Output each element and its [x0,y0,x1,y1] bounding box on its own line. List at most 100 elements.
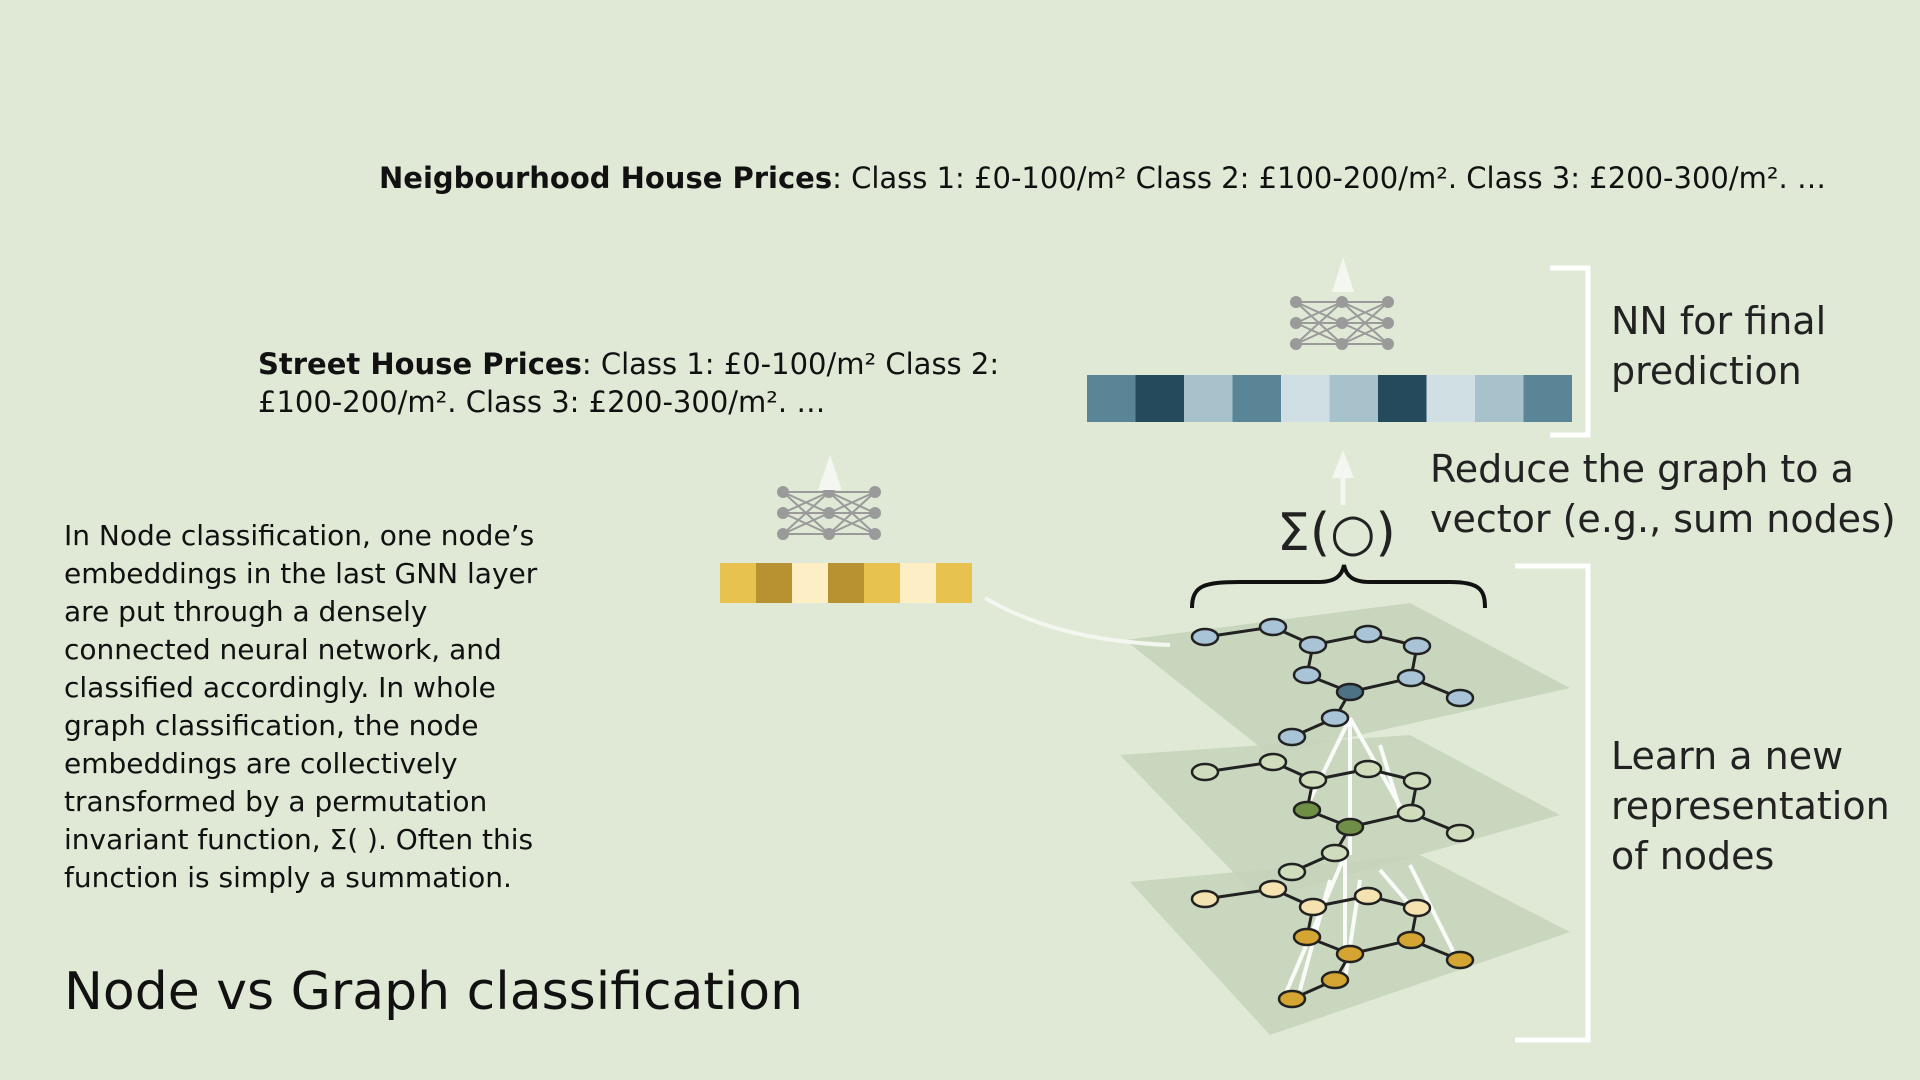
nn-neuron [823,528,835,540]
graph-embedding-cell [1378,375,1427,422]
nn-connection [1341,322,1389,345]
nn-connection [1341,301,1389,345]
nn-neuron [869,507,881,519]
nn-connection [828,512,876,535]
top-layer-node [1402,636,1432,656]
learn-representation-bracket [1515,563,1591,1043]
slide-title: Node vs Graph classification [64,962,804,1022]
nn-neuron [777,486,789,498]
bottom-layer-node [1353,886,1383,906]
node-embedding-cell [720,563,756,603]
reduce-graph-label: Reduce the graph to a vector (e.g., sum … [1430,447,1896,541]
neighbourhood-prices-text: Neigbourhood House Prices: Class 1: £0-1… [379,161,1826,195]
top-layer-node [1396,668,1426,688]
description-paragraph: In Node classification, one node’s embed… [64,519,538,894]
nn-neuron [1382,317,1394,329]
top-layer-node [1292,665,1322,685]
nn-neuron [823,507,835,519]
bottom-layer-node [1320,970,1350,990]
nn-connection [1295,301,1343,324]
node-classifier-nn-icon [777,486,881,540]
sum-brace [1190,564,1487,609]
nn-connection [782,512,830,535]
middle-layer-node [1320,843,1350,863]
nn-connection [828,491,876,514]
street-prices-heading: Street House Prices [258,347,582,381]
bottom-layer-node [1258,879,1288,899]
nn-neuron [1336,338,1348,350]
graph-classifier-nn-icon [1290,296,1394,350]
middle-layer-node [1445,823,1475,843]
node-embedding-cell [900,563,936,603]
learn-representation-label: Learn a new representation of nodes [1611,734,1890,878]
nn-connection [1341,301,1389,324]
nn-neuron [869,486,881,498]
nn-neuron [1336,317,1348,329]
sum-up-arrow [1332,450,1354,505]
nn-final-bracket [1550,265,1591,438]
neighbourhood-prices-heading: Neigbourhood House Prices [379,161,833,195]
street-prices-classes-line2: £100-200/m². Class 3: £200-300/m². … [258,385,826,419]
top-layer-node [1320,708,1350,728]
middle-layer-node [1402,771,1432,791]
graph-embedding-cell [1475,375,1524,422]
nn-connection [782,491,830,535]
bottom-layer-node [1190,889,1220,909]
neighbourhood-prices-classes: : Class 1: £0-100/m² Class 2: £100-200/m… [832,161,1826,195]
top-layer-node [1258,617,1288,637]
graph-embedding-cell [1523,375,1572,422]
middle-layer-node [1277,862,1307,882]
middle-layer-node [1396,803,1426,823]
middle-layer-node [1335,817,1365,837]
graph-embedding-vector [1087,375,1572,422]
graph-embedding-cell [1135,375,1184,422]
bottom-layer-node [1402,898,1432,918]
bottom-layer-node [1335,944,1365,964]
bottom-layer-node [1445,950,1475,970]
nn-connection [1295,322,1343,345]
middle-layer-node [1298,770,1328,790]
nn-neuron [1382,296,1394,308]
node-embedding-cell [936,563,972,603]
top-layer-node [1445,688,1475,708]
node-embedding-vector [720,563,972,603]
street-prices-classes-line1: : Class 1: £0-100/m² Class 2: [581,347,1000,381]
nn-neuron [777,507,789,519]
middle-layer-node [1258,752,1288,772]
top-layer-node [1335,682,1365,702]
bottom-layer-node [1298,897,1328,917]
nn-neuron [1382,338,1394,350]
node-embedding-cell [828,563,864,603]
graph-classifier-up-arrow [1332,257,1354,292]
nn-connection [782,491,830,514]
nn-neuron [777,528,789,540]
middle-layer-node [1292,800,1322,820]
nn-neuron [1290,296,1302,308]
graph-embedding-cell [1232,375,1281,422]
node-to-embedding-curve [983,596,1171,647]
nn-neuron [1290,317,1302,329]
street-prices-text: Street House Prices: Class 1: £0-100/m² … [258,345,999,421]
top-layer-node [1353,624,1383,644]
graph-embedding-cell [1184,375,1233,422]
nn-connection [828,491,876,535]
top-layer-node [1190,627,1220,647]
nn-final-label: NN for final prediction [1611,299,1827,393]
graph-embedding-cell [1281,375,1330,422]
top-layer-node [1298,635,1328,655]
nn-neuron [1336,296,1348,308]
nn-connection [1295,301,1343,345]
graph-embedding-cell [1087,375,1136,422]
node-embedding-cell [864,563,900,603]
top-layer-node [1277,727,1307,747]
bottom-layer-node [1292,927,1322,947]
top-graph-plane [1125,603,1570,755]
nn-neuron [869,528,881,540]
middle-graph-plane [1120,735,1560,900]
middle-layer-node [1190,762,1220,782]
middle-layer-node [1353,759,1383,779]
nn-neuron [1290,338,1302,350]
graph-embedding-cell [1329,375,1378,422]
node-embedding-cell [756,563,792,603]
